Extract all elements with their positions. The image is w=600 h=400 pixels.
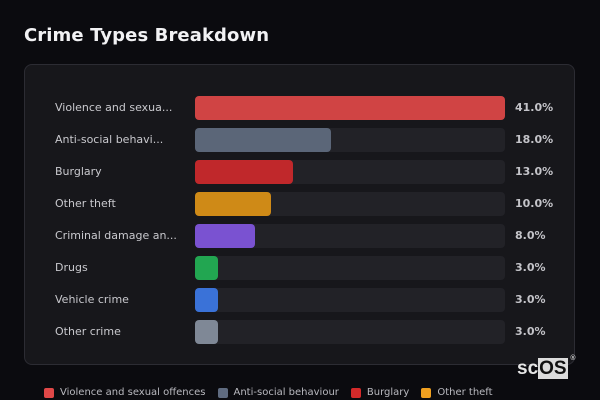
legend-label: Anti-social behaviour — [233, 387, 339, 398]
legend-item[interactable]: Violence and sexual offences — [44, 387, 206, 398]
bar-row[interactable]: Other crime 3.0% — [25, 320, 574, 344]
legend-label: Other theft — [437, 387, 493, 398]
legend-label: Violence and sexual offences — [60, 387, 206, 398]
bar-value: 8.0% — [515, 229, 546, 242]
bar-track — [195, 128, 505, 152]
bar-fill[interactable] — [195, 96, 505, 120]
legend: Violence and sexual offences Anti-social … — [44, 387, 493, 398]
bar-track — [195, 160, 505, 184]
bar-fill[interactable] — [195, 160, 294, 184]
bar-value: 41.0% — [515, 101, 554, 114]
chart-panel: Violence and sexua... 41.0% Anti-social be… — [24, 64, 575, 365]
logo-boxed: OS — [538, 358, 568, 379]
bar-value: 18.0% — [515, 133, 554, 146]
bar-label: Anti-social behavi... — [55, 133, 164, 146]
bar-fill[interactable] — [195, 320, 218, 344]
logo-prefix: sc — [517, 358, 539, 379]
bar-track — [195, 192, 505, 216]
bar-track — [195, 320, 505, 344]
bar-label: Violence and sexua... — [55, 101, 173, 114]
chart-title: Crime Types Breakdown — [24, 25, 270, 46]
bar-fill[interactable] — [195, 224, 256, 248]
bar-label: Other crime — [55, 325, 121, 338]
legend-swatch-icon — [44, 387, 54, 398]
bar-track — [195, 256, 505, 280]
legend-item[interactable]: Other theft — [421, 387, 493, 398]
bar-value: 3.0% — [515, 325, 546, 338]
scos-logo: scOS ® — [517, 355, 576, 380]
bar-value: 3.0% — [515, 261, 546, 274]
bar-label: Drugs — [55, 261, 88, 274]
bar-track — [195, 288, 505, 312]
bar-row[interactable]: Anti-social behavi... 18.0% — [25, 128, 574, 152]
bar-fill[interactable] — [195, 128, 332, 152]
legend-swatch-icon — [217, 387, 228, 398]
bar-row[interactable]: Vehicle crime 3.0% — [25, 288, 574, 312]
bar-label: Criminal damage an... — [55, 229, 177, 242]
bar-fill[interactable] — [195, 256, 218, 280]
bar-row[interactable]: Criminal damage an... 8.0% — [25, 224, 574, 248]
bar-label: Other theft — [55, 197, 116, 210]
bar-track — [195, 96, 505, 120]
bar-row[interactable]: Other theft 10.0% — [25, 192, 574, 216]
legend-label: Burglary — [366, 387, 410, 398]
bar-value: 3.0% — [515, 293, 546, 306]
bar-fill[interactable] — [195, 288, 218, 312]
legend-item[interactable]: Anti-social behaviour — [217, 387, 339, 398]
bar-value: 10.0% — [515, 197, 554, 210]
bar-row[interactable]: Drugs 3.0% — [25, 256, 574, 280]
legend-swatch-icon — [421, 387, 432, 398]
bar-track — [195, 224, 505, 248]
registered-mark: ® — [570, 355, 576, 362]
bar-row[interactable]: Violence and sexua... 41.0% — [25, 96, 574, 120]
legend-swatch-icon — [350, 387, 361, 398]
bar-fill[interactable] — [195, 192, 271, 216]
legend-item[interactable]: Burglary — [350, 387, 410, 398]
bar-value: 13.0% — [515, 165, 554, 178]
bar-label: Burglary — [55, 165, 102, 178]
bar-label: Vehicle crime — [55, 293, 129, 306]
bar-row[interactable]: Burglary 13.0% — [25, 160, 574, 184]
